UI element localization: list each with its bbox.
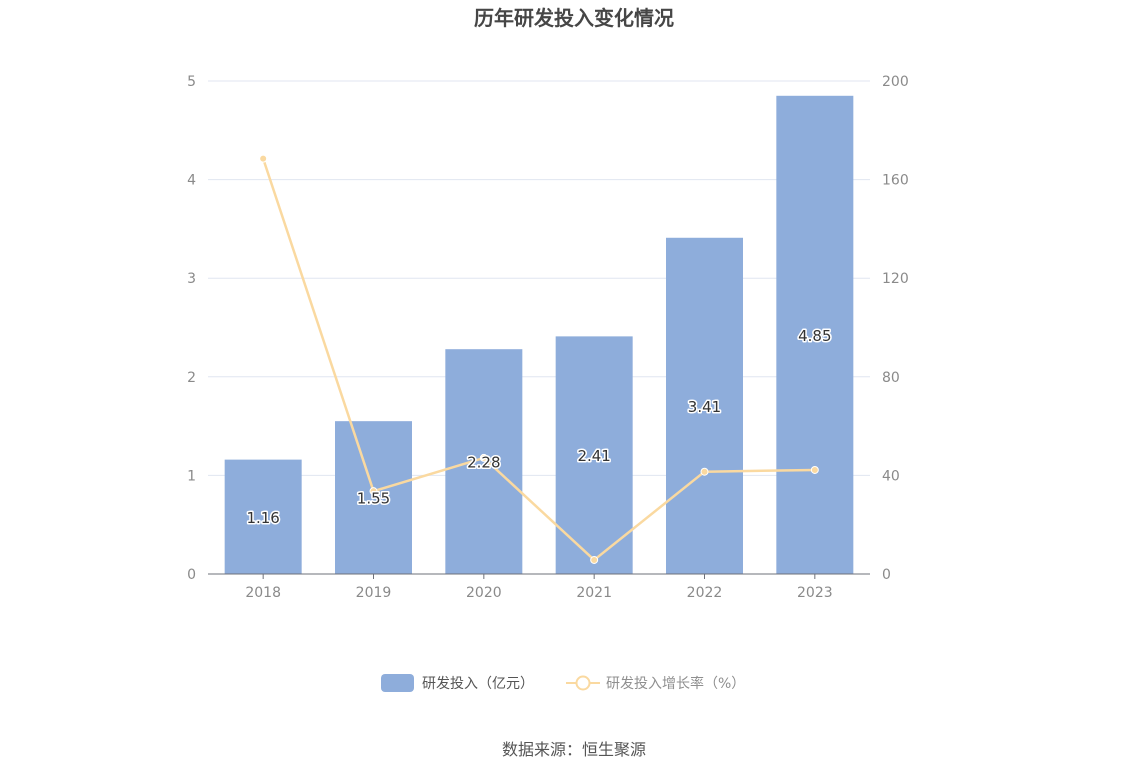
y-right-tick-label: 200 <box>882 74 909 90</box>
grid-lines <box>208 80 870 476</box>
y-right-tick-label: 0 <box>882 567 891 583</box>
chart-title: 历年研发投入变化情况 <box>474 6 674 30</box>
growth-line-point <box>700 467 709 476</box>
x-tick-label: 2022 <box>687 585 723 601</box>
bar <box>666 237 743 575</box>
bar <box>335 421 412 574</box>
y-axis-right: 0 40 80 120 160 200 <box>882 74 909 583</box>
x-tick-label: 2023 <box>797 585 833 601</box>
data-source: 数据来源：恒生聚源 <box>502 740 646 759</box>
growth-line-series <box>259 154 819 564</box>
x-tick-label: 2020 <box>466 585 502 601</box>
growth-line-point <box>479 453 488 462</box>
bar-data-label: 2.28 <box>467 454 500 472</box>
bar <box>224 459 302 574</box>
y-left-tick-label: 1 <box>187 468 196 484</box>
y-right-tick-label: 160 <box>882 173 909 189</box>
legend-bar-swatch <box>381 674 414 692</box>
x-tick-label: 2021 <box>576 585 612 601</box>
y-right-tick-label: 80 <box>882 370 900 386</box>
legend-line-marker <box>575 675 591 691</box>
bar-data-labels: 1.16 1.55 2.28 2.41 3.41 4.85 <box>245 325 833 528</box>
growth-line-point <box>369 487 378 496</box>
bar-data-label: 2.41 <box>577 447 610 465</box>
bar-data-label: 3.41 <box>688 398 721 416</box>
legend-line-label: 研发投入增长率（%） <box>606 675 745 692</box>
y-left-tick-label: 3 <box>187 271 196 287</box>
x-axis: 2018 2019 2020 2021 2022 2023 <box>208 573 870 601</box>
x-tick-label: 2019 <box>356 585 392 601</box>
bar-data-label: 1.16 <box>246 509 279 527</box>
y-left-tick-label: 2 <box>187 370 196 386</box>
y-right-tick-label: 120 <box>882 271 909 287</box>
y-right-tick-label: 40 <box>882 468 900 484</box>
y-left-tick-label: 4 <box>187 173 196 189</box>
y-axis-left: 0 1 2 3 4 5 <box>187 74 196 583</box>
bar <box>555 336 633 574</box>
y-left-tick-label: 0 <box>187 567 196 583</box>
bar <box>776 95 854 574</box>
legend-bar-label: 研发投入（亿元） <box>422 676 534 692</box>
legend[interactable]: 研发投入（亿元） 研发投入增长率（%） <box>381 674 745 692</box>
growth-line <box>261 158 815 562</box>
y-left-tick-label: 5 <box>187 74 196 90</box>
growth-line-point <box>810 465 819 474</box>
x-tick-label: 2018 <box>245 585 281 601</box>
growth-line-point <box>590 555 599 564</box>
bar-data-label: 4.85 <box>798 327 831 345</box>
bar-series <box>224 95 854 575</box>
growth-line-point <box>259 154 268 163</box>
bar-data-label: 1.55 <box>357 490 390 508</box>
